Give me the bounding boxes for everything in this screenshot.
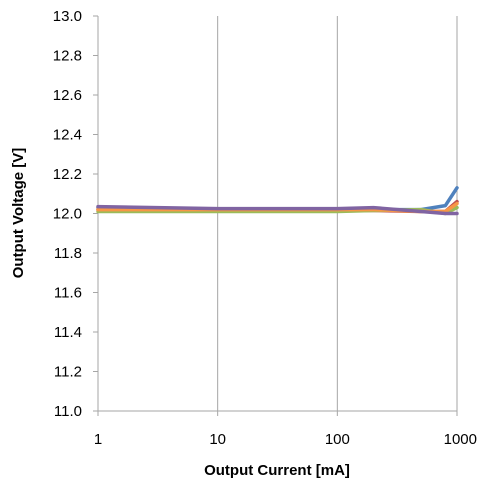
y-tick-label: 11.6 — [54, 285, 82, 302]
x-tick-label: 1 — [94, 431, 102, 448]
y-tick-label: 11.8 — [54, 245, 82, 262]
x-axis-title: Output Current [mA] — [204, 462, 350, 479]
series-line-5 — [96, 204, 459, 216]
x-tick-label: 1000 — [444, 431, 477, 448]
y-tick-label: 12.4 — [53, 127, 82, 144]
label-layer: 11.0 11.2 11.4 11.6 11.8 12.0 12.2 12.4 12.6 12.8… — [53, 8, 477, 448]
y-tick-label: 12.0 — [53, 206, 82, 223]
y-tick-label: 12.6 — [53, 87, 82, 104]
y-tick-label: 12.2 — [53, 166, 82, 183]
y-tick-label: 11.2 — [54, 364, 82, 381]
x-tick-label: 100 — [325, 431, 350, 448]
axis-layer — [93, 15, 458, 416]
x-tick-label: 10 — [209, 431, 226, 448]
series-layer — [96, 186, 459, 216]
y-axis-title: Output Voltage [V] — [10, 148, 27, 279]
y-tick-label: 11.4 — [54, 324, 82, 341]
y-tick-label: 12.8 — [53, 48, 82, 65]
y-tick-label: 13.0 — [53, 8, 82, 25]
grid-layer — [217, 16, 458, 411]
y-tick-label: 11.0 — [54, 403, 82, 420]
